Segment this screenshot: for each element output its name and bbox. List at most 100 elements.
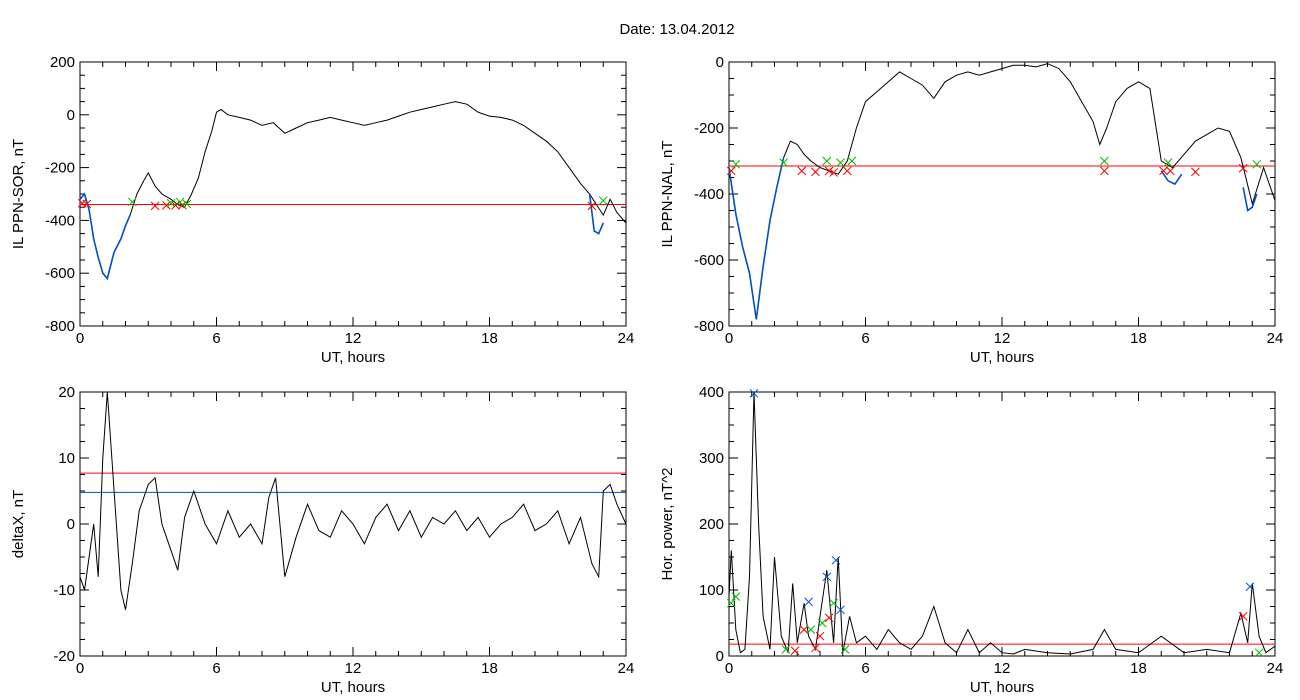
marker-point	[829, 168, 839, 177]
marker-stroke	[824, 166, 834, 176]
marker-stroke	[1238, 163, 1248, 173]
marker-stroke	[1252, 159, 1262, 169]
marker-stroke	[1238, 612, 1248, 621]
marker-stroke	[1254, 648, 1264, 658]
x-tick-label: 18	[481, 330, 498, 347]
marker-stroke	[587, 201, 597, 211]
y-tick-label: 100	[699, 582, 724, 599]
marker-point	[1159, 166, 1168, 176]
x-tick-label: 18	[481, 660, 498, 677]
y-axis-label: IL PPN-SOR, nT	[10, 139, 27, 249]
y-tick-label: 200	[699, 516, 724, 533]
x-tick-label: 0	[76, 660, 84, 677]
y-tick-label: -600	[694, 252, 724, 269]
marker-stroke	[162, 200, 171, 210]
marker-point	[731, 159, 741, 169]
marker-point	[175, 197, 185, 207]
x-tick-label: 24	[618, 330, 635, 347]
marker-stroke	[166, 198, 176, 208]
marker-stroke	[797, 166, 807, 176]
x-tick-label: 18	[1130, 330, 1147, 347]
y-tick-label: 0	[67, 516, 75, 533]
panel-3: 0 6 12 18 24 -20 -10 0 10 20 UT, hours deltaX, nT	[10, 384, 634, 696]
marker-stroke	[1245, 582, 1255, 592]
marker-stroke	[1100, 156, 1109, 166]
x-axis-label: UT, hours	[321, 679, 385, 696]
marker-point	[1245, 582, 1255, 592]
marker-point	[1100, 166, 1109, 176]
marker-stroke	[171, 200, 180, 210]
marker-point	[150, 201, 160, 211]
series-line	[79, 192, 131, 281]
marker-stroke	[779, 158, 788, 168]
marker-point	[82, 199, 92, 209]
marker-stroke	[806, 625, 816, 634]
x-tick-label: 0	[725, 330, 733, 347]
marker-point	[799, 625, 809, 634]
marker-stroke	[836, 605, 845, 615]
marker-stroke	[1191, 167, 1200, 177]
x-tick-label: 6	[861, 330, 869, 347]
y-tick-label: -400	[45, 212, 75, 229]
y-tick-label: 400	[699, 384, 724, 401]
marker-point	[824, 613, 834, 623]
x-axis-label: UT, hours	[321, 349, 385, 366]
marker-point	[811, 643, 820, 653]
marker-stroke	[822, 156, 832, 166]
series-line	[588, 193, 605, 235]
marker-point	[1252, 159, 1262, 169]
series-line	[79, 391, 627, 610]
series-line	[1242, 187, 1258, 212]
marker-stroke	[817, 618, 827, 628]
y-tick-label: -20	[53, 648, 75, 665]
marker-stroke	[175, 197, 185, 207]
marker-point	[162, 200, 171, 210]
y-tick-label: 10	[58, 450, 75, 467]
panel-1: 0 6 12 18 24 -800 -600 -400 -200 0 200 UT, hours IL …	[10, 54, 634, 366]
marker-stroke	[182, 199, 192, 209]
series-line	[728, 63, 1276, 320]
marker-stroke	[799, 625, 809, 634]
plot-frame	[728, 391, 1276, 657]
plot-frame	[728, 61, 1276, 327]
marker-stroke	[1163, 158, 1173, 168]
y-tick-label: -10	[53, 582, 75, 599]
marker-point	[779, 158, 788, 168]
marker-point	[797, 166, 807, 176]
marker-stroke	[831, 555, 841, 565]
series-line	[728, 157, 785, 320]
marker-point	[726, 598, 736, 608]
marker-point	[1163, 158, 1173, 168]
marker-stroke	[804, 597, 813, 607]
x-tick-label: 12	[345, 330, 362, 347]
x-tick-label: 0	[76, 330, 84, 347]
marker-point	[731, 592, 741, 601]
x-tick-label: 24	[618, 660, 635, 677]
marker-stroke	[726, 166, 736, 176]
x-tick-label: 12	[994, 330, 1011, 347]
marker-stroke	[731, 159, 741, 169]
marker-point	[829, 598, 839, 608]
y-tick-label: -800	[694, 318, 724, 335]
marker-stroke	[77, 198, 87, 208]
series-line	[728, 391, 1276, 655]
y-tick-label: -800	[45, 318, 75, 335]
marker-point	[817, 618, 827, 628]
y-tick-label: 20	[58, 384, 75, 401]
marker-stroke	[822, 572, 832, 582]
marker-stroke	[127, 197, 137, 207]
marker-point	[587, 201, 597, 211]
marker-stroke	[731, 592, 741, 601]
marker-stroke	[1165, 166, 1175, 176]
marker-stroke	[836, 158, 845, 168]
x-axis-label: UT, hours	[970, 349, 1034, 366]
marker-point	[790, 646, 800, 656]
marker-stroke	[847, 156, 857, 166]
marker-point	[842, 166, 852, 176]
marker-point	[815, 631, 825, 641]
marker-stroke	[1159, 166, 1168, 176]
marker-point	[824, 166, 834, 176]
marker-stroke	[790, 646, 800, 656]
marker-point	[840, 645, 850, 654]
